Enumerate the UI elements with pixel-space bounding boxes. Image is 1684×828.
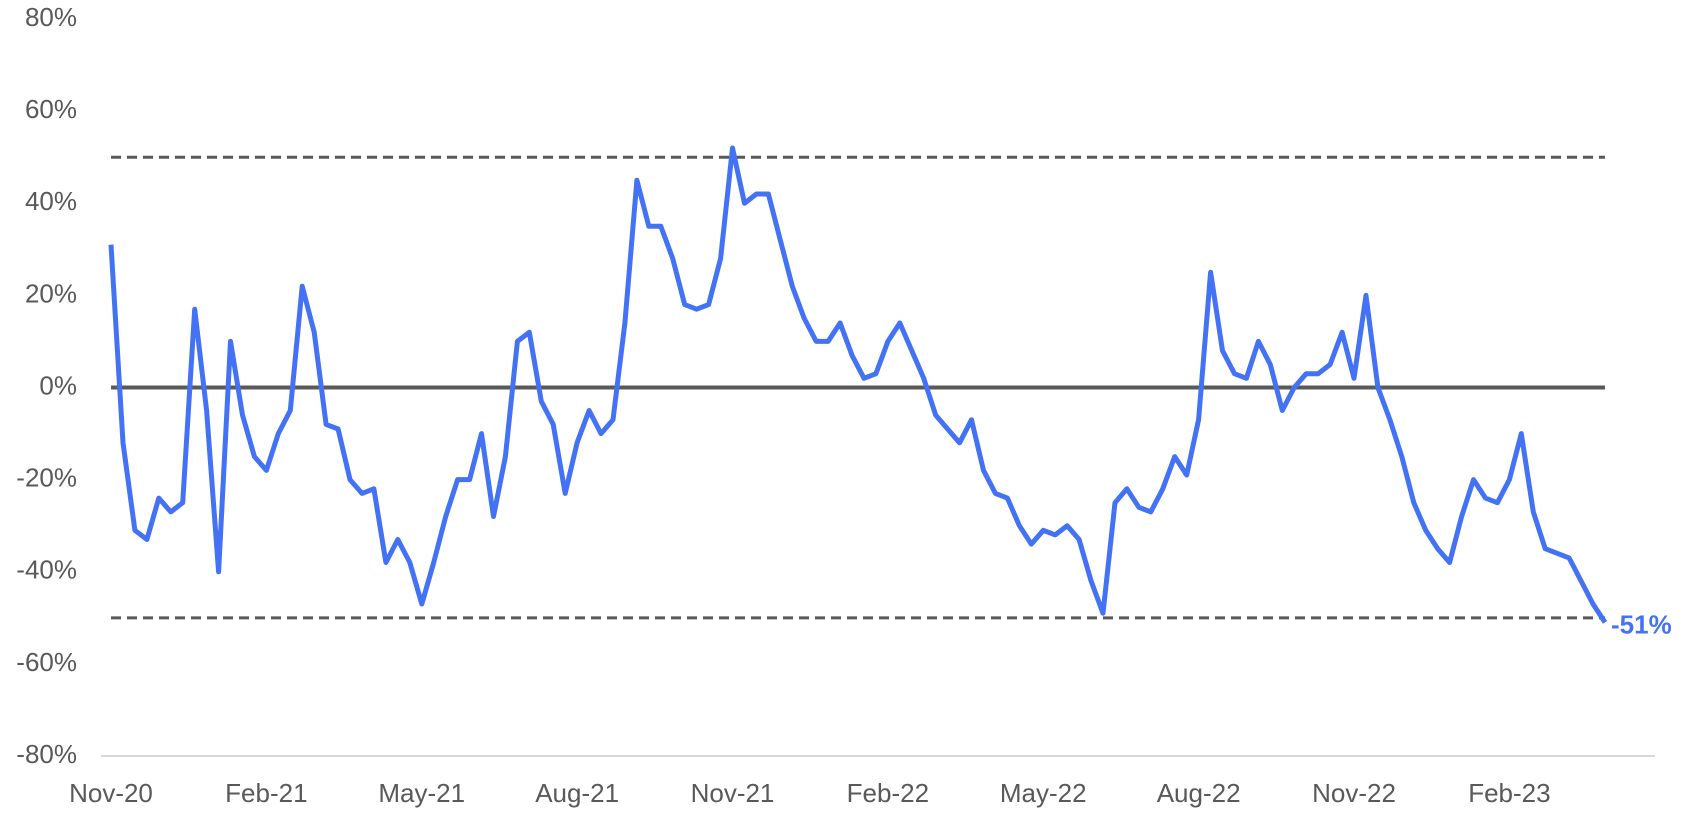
y-tick-label: 40% — [25, 186, 77, 216]
value-label: -51% — [1611, 609, 1672, 639]
x-tick-label: May-21 — [378, 778, 465, 808]
x-tick-label: Aug-21 — [535, 778, 619, 808]
y-tick-label: -40% — [16, 555, 77, 585]
x-tick-label: Feb-22 — [847, 778, 929, 808]
x-tick-label: May-22 — [1000, 778, 1087, 808]
x-tick-label: Aug-22 — [1157, 778, 1241, 808]
y-tick-label: -20% — [16, 463, 77, 493]
y-tick-label: 20% — [25, 278, 77, 308]
x-tick-label: Nov-22 — [1312, 778, 1396, 808]
x-tick-label: Feb-23 — [1468, 778, 1550, 808]
x-tick-label: Nov-21 — [691, 778, 775, 808]
x-tick-label: Nov-20 — [69, 778, 153, 808]
y-tick-label: -80% — [16, 739, 77, 769]
y-tick-label: 0% — [39, 370, 77, 400]
x-tick-label: Feb-21 — [225, 778, 307, 808]
y-tick-label: -60% — [16, 647, 77, 677]
data-line — [108, 145, 1608, 624]
y-tick-label: 80% — [25, 2, 77, 32]
y-tick-label: 60% — [25, 94, 77, 124]
